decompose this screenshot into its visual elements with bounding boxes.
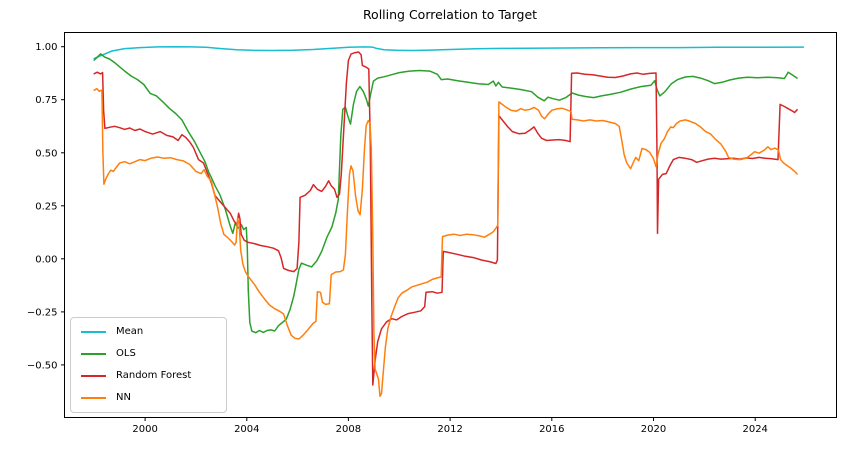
y-tick-label: −0.50 <box>27 360 58 371</box>
x-tick-label: 2016 <box>539 424 564 435</box>
y-tick-label: 0.25 <box>35 201 57 212</box>
y-tick-label: 1.00 <box>35 42 57 53</box>
chart-title: Rolling Correlation to Target <box>362 7 538 22</box>
x-tick-label: 2008 <box>336 424 361 435</box>
x-tick-label: 2024 <box>742 424 767 435</box>
legend-label-nn: NN <box>116 392 131 403</box>
y-tick-label: 0.00 <box>35 254 57 265</box>
y-tick-label: 0.75 <box>35 95 57 106</box>
series-line-nn <box>93 87 798 398</box>
legend-label-ols: OLS <box>116 348 136 359</box>
series-line-ols <box>93 53 798 334</box>
legend: Mean OLS Random Forest NN <box>70 317 227 413</box>
x-tick-label: 2020 <box>641 424 666 435</box>
legend-item-ols: OLS <box>81 347 216 361</box>
legend-item-mean: Mean <box>81 325 216 339</box>
x-tick-label: 2000 <box>132 424 157 435</box>
legend-item-nn: NN <box>81 391 216 405</box>
y-tick-label: 0.50 <box>35 148 57 159</box>
legend-swatch-random-forest <box>81 375 106 377</box>
series-lines <box>93 45 805 398</box>
legend-item-random-forest: Random Forest <box>81 369 216 383</box>
x-tick-label: 2004 <box>234 424 259 435</box>
legend-label-mean: Mean <box>116 326 144 337</box>
legend-swatch-ols <box>81 353 106 355</box>
legend-swatch-nn <box>81 397 106 399</box>
series-line-mean <box>93 45 805 60</box>
legend-label-random-forest: Random Forest <box>116 370 192 381</box>
y-tick-label: −0.25 <box>27 307 58 318</box>
x-axis-ticks: 2000 2004 2008 2012 2016 2020 2024 <box>132 417 768 435</box>
y-axis-ticks: 1.00 0.75 0.50 0.25 0.00 −0.25 −0.50 <box>27 42 65 371</box>
legend-swatch-mean <box>81 331 106 333</box>
x-tick-label: 2012 <box>437 424 462 435</box>
